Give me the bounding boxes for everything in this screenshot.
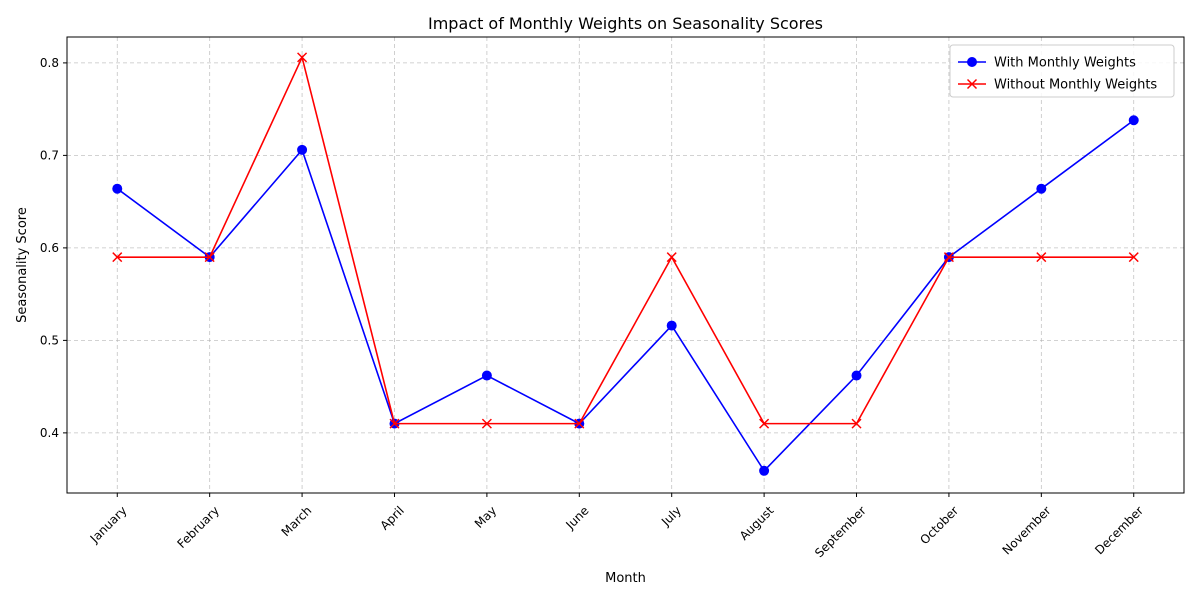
data-point xyxy=(851,370,862,381)
data-point xyxy=(112,183,123,194)
data-point xyxy=(1036,183,1047,194)
plot-area-frame xyxy=(66,36,1185,494)
x-tick-label: August xyxy=(737,503,777,543)
y-tick-label: 0.5 xyxy=(40,333,59,347)
y-axis-title: Seasonality Score xyxy=(15,207,30,323)
series-layer xyxy=(112,52,1139,476)
data-point xyxy=(943,252,954,263)
x-tick-label: October xyxy=(917,503,961,547)
data-point xyxy=(666,252,677,263)
data-point xyxy=(1128,115,1139,126)
legend-label: Without Monthly Weights xyxy=(994,78,1157,93)
y-tick-label: 0.6 xyxy=(40,241,59,255)
x-tick-label: March xyxy=(279,503,315,539)
legend-marker xyxy=(966,78,978,90)
series-2 xyxy=(112,52,1139,429)
data-point xyxy=(759,465,770,476)
y-tick-label: 0.7 xyxy=(40,148,59,162)
x-tick-label: September xyxy=(812,503,869,560)
y-tick-label: 0.4 xyxy=(40,426,59,440)
x-tick-label: May xyxy=(472,503,499,530)
legend: With Monthly Weights Without Monthly Weig… xyxy=(949,44,1175,98)
legend-entry: With Monthly Weights xyxy=(958,56,1136,71)
legend-box xyxy=(949,44,1175,98)
series-1 xyxy=(112,115,1139,476)
x-axis-title: Month xyxy=(605,571,646,586)
data-point xyxy=(481,370,492,381)
data-point xyxy=(851,418,862,429)
data-point xyxy=(297,144,308,155)
x-tick-label: July xyxy=(658,503,684,529)
y-axis: 0.4 0.5 0.6 0.7 0.8 xyxy=(40,56,67,440)
data-point xyxy=(112,252,123,263)
data-point xyxy=(204,252,215,263)
chart-title: Impact of Monthly Weights on Seasonality… xyxy=(428,14,823,33)
x-tick-label: February xyxy=(175,503,223,551)
data-point xyxy=(666,320,677,331)
series-line xyxy=(116,119,1135,473)
x-axis: January February March April May June July Augu… xyxy=(87,493,1146,560)
data-point xyxy=(759,418,770,429)
data-point xyxy=(389,418,400,429)
data-point xyxy=(297,52,308,63)
legend-entry: Without Monthly Weights xyxy=(958,78,1157,93)
legend-label: With Monthly Weights xyxy=(994,56,1136,71)
x-tick-label: November xyxy=(1000,503,1054,557)
x-tick-label: June xyxy=(563,503,592,532)
x-tick-label: December xyxy=(1092,503,1146,557)
data-point xyxy=(1036,252,1047,263)
data-point xyxy=(574,418,585,429)
data-point xyxy=(1128,252,1139,263)
y-tick-label: 0.8 xyxy=(40,56,59,70)
data-point xyxy=(481,418,492,429)
grid xyxy=(67,37,1184,493)
x-tick-label: April xyxy=(378,503,407,532)
legend-marker xyxy=(967,57,977,67)
series-line xyxy=(117,54,1134,425)
x-tick-label: January xyxy=(87,503,130,546)
